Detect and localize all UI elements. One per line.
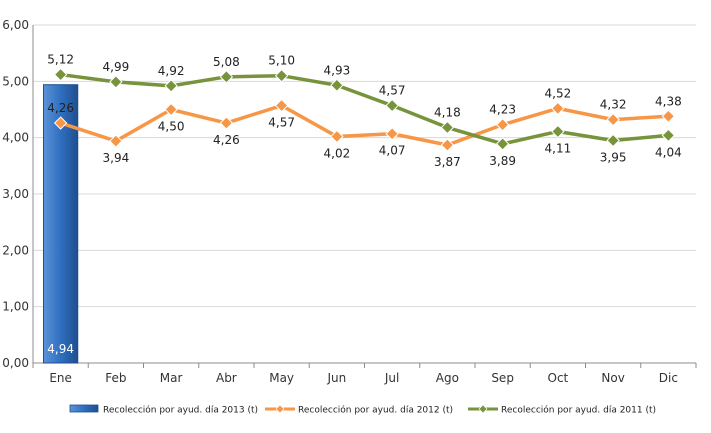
point-2012-Ago <box>440 138 455 152</box>
point-2011-Nov <box>606 133 620 148</box>
point-2012-Nov <box>606 112 620 127</box>
point-2011-Sep <box>495 137 510 151</box>
legend-label-2012: Recolección por ayud. día 2012 (t) <box>298 405 453 416</box>
data-label-2011: 4,93 <box>324 63 351 77</box>
bar-series-2013 <box>42 84 79 364</box>
data-label-2011: 4,57 <box>379 84 406 98</box>
data-label-2011: 4,18 <box>434 106 461 120</box>
x-tick-label: May <box>269 371 294 385</box>
y-tick-label: 4,00 <box>2 131 29 145</box>
bar-data-label: 4,94 <box>47 342 74 356</box>
legend-marker-2012 <box>275 404 285 414</box>
data-label-2012: 4,52 <box>545 86 572 100</box>
y-tick-label: 3,00 <box>2 187 29 201</box>
data-label-2011: 5,08 <box>213 55 240 69</box>
point-2012-Dic <box>661 109 676 123</box>
series-line-2011 <box>58 72 671 146</box>
x-tick-label: Abr <box>216 371 237 385</box>
point-2011-Dic <box>661 128 676 143</box>
line-series <box>53 67 676 152</box>
legend: Recolección por ayud. día 2013 (t) Recole… <box>69 404 656 416</box>
x-tick-label: Jul <box>384 371 399 385</box>
data-label-2011: 3,89 <box>489 154 516 168</box>
data-label-2012: 4,32 <box>600 98 627 112</box>
legend-marker-2011 <box>478 404 488 414</box>
data-label-2011: 3,95 <box>600 150 627 164</box>
x-tick-label: Jun <box>327 371 347 385</box>
point-2012-Jun <box>330 129 344 144</box>
data-label-2011: 5,10 <box>268 54 295 68</box>
data-label-2011: 4,04 <box>655 145 682 159</box>
y-tick-label: 1,00 <box>2 300 29 314</box>
point-2011-Jul <box>385 98 399 113</box>
point-2011-Feb <box>109 75 123 89</box>
y-tick-label: 5,00 <box>2 74 29 88</box>
data-label-2012: 4,02 <box>324 147 351 161</box>
data-label-2011: 4,92 <box>158 64 185 78</box>
x-tick-label: Sep <box>491 371 514 385</box>
data-label-2012: 4,38 <box>655 94 682 108</box>
legend-label-2011: Recolección por ayud. día 2011 (t) <box>501 405 656 416</box>
x-tick-label: Ago <box>436 371 459 385</box>
x-tick-label: Ene <box>49 371 72 385</box>
point-2011-Abr <box>219 70 234 84</box>
point-2011-Ago <box>440 120 455 135</box>
x-tick-label: Oct <box>548 371 569 385</box>
point-2011-Ene <box>53 67 68 82</box>
x-tick-label: Mar <box>160 371 183 385</box>
data-label-2012: 3,87 <box>434 155 461 169</box>
point-2012-Abr <box>219 116 234 130</box>
x-tick-label: Nov <box>601 371 624 385</box>
y-tick-label: 0,00 <box>2 356 29 370</box>
point-2012-Mar <box>164 102 178 117</box>
data-label-2012: 4,50 <box>158 120 185 134</box>
data-label-2012: 4,57 <box>268 116 295 130</box>
gridlines <box>33 24 696 364</box>
data-label-2012: 4,23 <box>489 103 516 117</box>
point-2011-May <box>274 68 289 83</box>
bar-2013-Ene <box>42 84 79 364</box>
data-label-2011: 4,11 <box>545 141 572 155</box>
point-2011-Mar <box>164 79 178 93</box>
legend-swatch-2013 <box>69 404 99 413</box>
y-tick-label: 6,00 <box>2 18 29 32</box>
point-2012-Jul <box>385 127 399 141</box>
point-2011-Oct <box>551 124 565 139</box>
x-tick-label: Feb <box>105 371 126 385</box>
point-2012-Sep <box>495 118 510 132</box>
legend-label-2013: Recolección por ayud. día 2013 (t) <box>103 405 258 416</box>
point-2012-May <box>274 98 289 113</box>
y-tick-label: 2,00 <box>2 243 29 257</box>
data-label-2012: 4,26 <box>47 101 74 115</box>
data-labels: 4,94 4,26 3,94 4,50 4,26 4,57 4,02 4,07 3,87 4,23… <box>47 53 681 356</box>
point-2012-Oct <box>551 101 565 116</box>
series-line-2012 <box>58 103 671 147</box>
data-label-2011: 5,12 <box>47 53 74 67</box>
data-label-2011: 4,99 <box>103 60 130 74</box>
point-2011-Jun <box>330 78 344 92</box>
point-2012-Feb <box>109 134 123 148</box>
data-label-2012: 3,94 <box>103 151 130 165</box>
data-label-2012: 4,07 <box>379 144 406 158</box>
x-tick-label: Dic <box>659 371 678 385</box>
point-2012-Ene <box>53 116 68 130</box>
data-label-2012: 4,26 <box>213 133 240 147</box>
axes: 0,00 1,00 2,00 3,00 4,00 5,00 6,00 Ene Feb Mar Abr… <box>2 18 697 385</box>
